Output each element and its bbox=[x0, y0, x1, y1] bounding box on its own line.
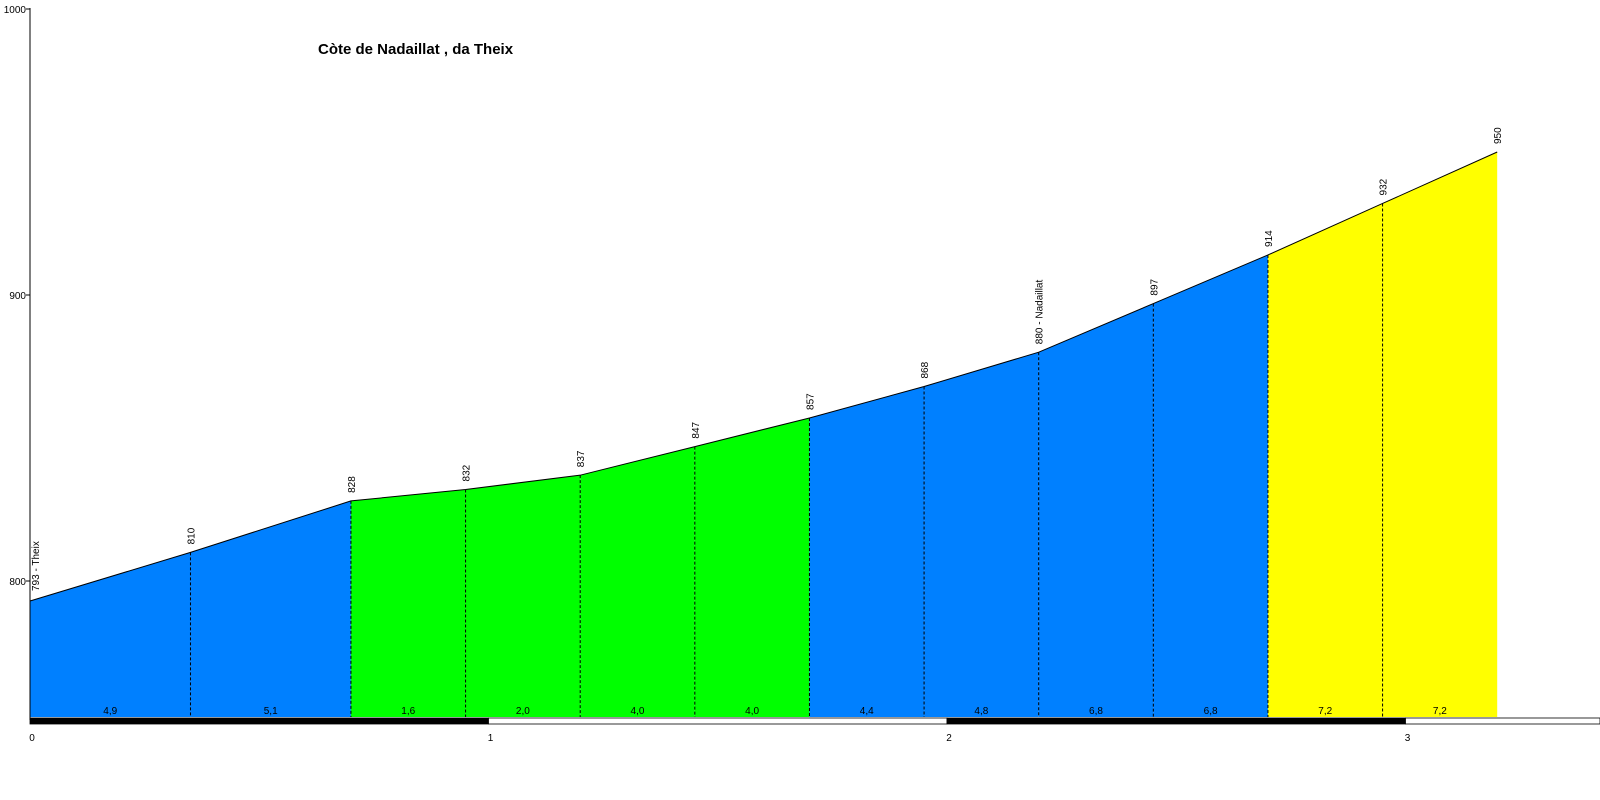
gradient-label: 4,9 bbox=[103, 706, 117, 717]
x-tick-label: 2 bbox=[946, 733, 952, 744]
y-tick-label: 800 bbox=[9, 577, 26, 588]
segment-fills bbox=[30, 152, 1498, 718]
scale-bar-block bbox=[1405, 717, 1600, 725]
chart-title: Còte de Nadaillat , da Theix bbox=[318, 41, 514, 58]
scale-bar-block bbox=[29, 717, 489, 725]
elevation-label: 857 bbox=[805, 393, 816, 410]
x-tick-label: 3 bbox=[1405, 733, 1411, 744]
gradient-label: 4,4 bbox=[860, 706, 874, 717]
y-axis-ticks: 800 900 1000 bbox=[4, 5, 30, 588]
segment-fill bbox=[809, 386, 925, 717]
scale-bar-block bbox=[488, 717, 948, 725]
elevation-labels: 793 - Theix 810 828 832 837 847 857 868 880 - Na… bbox=[31, 127, 1504, 591]
segment-fill bbox=[30, 552, 191, 717]
segment-fill bbox=[1153, 254, 1268, 717]
distance-scale-bar bbox=[29, 717, 1600, 725]
elevation-label: 837 bbox=[576, 450, 587, 467]
gradient-label: 5,1 bbox=[264, 706, 278, 717]
gradient-label: 6,8 bbox=[1089, 706, 1103, 717]
x-tick-label: 1 bbox=[488, 733, 494, 744]
gradient-label: 4,0 bbox=[631, 706, 645, 717]
elevation-label: 868 bbox=[920, 361, 931, 378]
profile-line bbox=[29, 151, 1498, 602]
segment-fill bbox=[580, 446, 695, 717]
segment-fill bbox=[350, 489, 466, 717]
elevation-label: 828 bbox=[347, 476, 358, 493]
elevation-label: 880 - Nadaillat bbox=[1035, 279, 1046, 344]
elevation-label: 950 bbox=[1493, 127, 1504, 144]
x-axis-ticks: 0 1 2 3 bbox=[29, 733, 1411, 744]
gradient-label: 7,2 bbox=[1433, 706, 1447, 717]
elevation-label: 932 bbox=[1379, 178, 1390, 195]
elevation-label: 832 bbox=[462, 464, 473, 481]
gradient-label: 7,2 bbox=[1318, 706, 1332, 717]
gradient-label: 4,0 bbox=[745, 706, 759, 717]
gradient-label: 4,8 bbox=[974, 706, 988, 717]
gradient-label: 6,8 bbox=[1204, 706, 1218, 717]
segment-dividers bbox=[189, 203, 1384, 717]
y-tick-label: 1000 bbox=[4, 5, 27, 16]
segment-fill bbox=[465, 475, 581, 717]
segment-fill bbox=[1382, 152, 1498, 717]
segment-fill bbox=[1267, 203, 1383, 718]
segment-fill bbox=[694, 417, 810, 717]
segment-fill bbox=[190, 500, 351, 717]
segment-fill bbox=[924, 352, 1039, 717]
elevation-label: 847 bbox=[691, 421, 702, 438]
elevation-label: 810 bbox=[186, 527, 197, 544]
gradient-label: 1,6 bbox=[401, 706, 415, 717]
elevation-label: 897 bbox=[1149, 278, 1160, 295]
gradient-labels: 4,9 5,1 1,6 2,0 4,0 4,0 4,4 4,8 6,8 6,8 7,2 7,2 bbox=[103, 706, 1447, 717]
elevation-label: 914 bbox=[1264, 230, 1275, 247]
y-tick-label: 900 bbox=[9, 291, 26, 302]
segment-fill bbox=[1038, 303, 1154, 717]
scale-bar-block bbox=[946, 717, 1406, 725]
x-tick-label: 0 bbox=[29, 733, 35, 744]
gradient-label: 2,0 bbox=[516, 706, 530, 717]
elevation-label: 793 - Theix bbox=[31, 541, 42, 591]
